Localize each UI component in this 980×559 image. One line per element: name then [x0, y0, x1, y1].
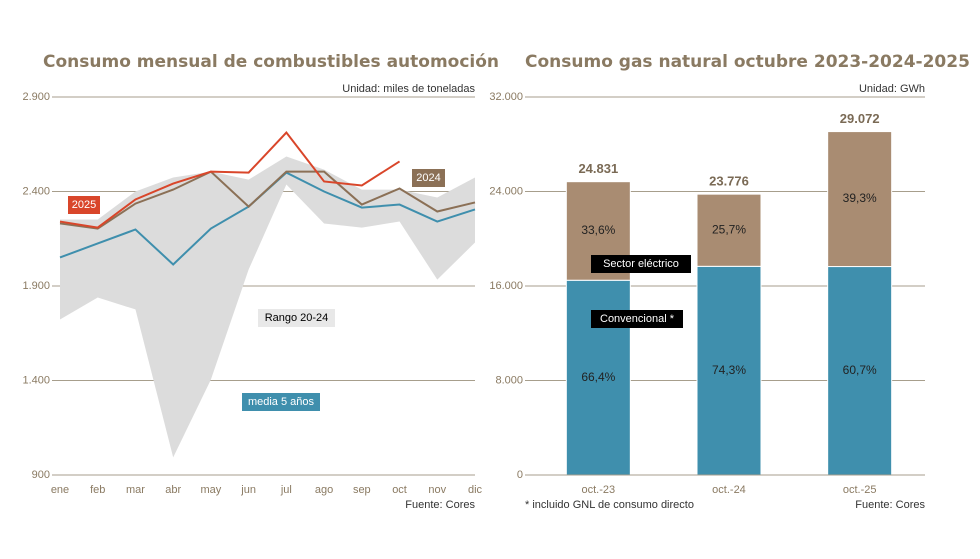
bar-segment: [696, 265, 762, 476]
y-tick-label: 0: [517, 469, 523, 481]
x-tick-label: oct.-24: [712, 484, 746, 496]
y-tick-label: 900: [32, 469, 50, 481]
label-box: [258, 309, 335, 327]
x-tick-label: mar: [126, 484, 145, 496]
line: [59, 170, 476, 230]
total-label: 24.831: [578, 161, 618, 176]
x-tick-label: abr: [165, 484, 181, 496]
label-box: [242, 393, 320, 411]
chart-title: Consumo mensual de combustibles automoci…: [43, 52, 499, 72]
y-tick-label: 2.400: [22, 185, 50, 197]
y-tick-label: 1.900: [22, 280, 50, 292]
series-label: 2025: [72, 199, 96, 211]
share-label: 74,3%: [712, 363, 746, 377]
x-tick-label: oct.-23: [582, 484, 616, 496]
y-tick-label: 24.000: [489, 185, 523, 197]
x-tick-label: oct: [392, 484, 407, 496]
label-box: [68, 196, 100, 214]
y-tick-label: 32.000: [489, 91, 523, 103]
x-tick-label: sep: [353, 484, 371, 496]
x-tick-label: ene: [51, 484, 69, 496]
y-tick-label: 2.900: [22, 91, 50, 103]
total-label: 29.072: [840, 111, 880, 126]
y-tick-label: 16.000: [489, 280, 523, 292]
x-tick-label: may: [201, 484, 222, 496]
share-label: 33,6%: [581, 223, 615, 237]
unit-label: Unidad: miles de toneladas: [342, 83, 475, 95]
label-box: [591, 310, 683, 328]
series-label: Sector eléctrico: [603, 258, 679, 270]
series-label: media 5 años: [248, 396, 315, 408]
bar-segment: [827, 131, 893, 268]
series-label: Convencional *: [600, 313, 675, 325]
x-tick-label: oct.-25: [843, 484, 877, 496]
y-tick-label: 8.000: [495, 374, 523, 386]
x-tick-label: jun: [240, 484, 256, 496]
unit-label: Unidad: GWh: [859, 83, 925, 95]
share-label: 60,7%: [843, 363, 877, 377]
share-label: 66,4%: [581, 370, 615, 384]
source-label: Fuente: Cores: [855, 499, 925, 511]
x-tick-label: feb: [90, 484, 105, 496]
bar-segment: [696, 193, 762, 267]
line: [59, 130, 401, 229]
label-box: [591, 255, 691, 273]
x-tick-label: jul: [280, 484, 292, 496]
share-label: 39,3%: [843, 191, 877, 205]
share-label: 25,7%: [712, 222, 746, 236]
range-band: [60, 156, 475, 458]
y-tick-label: 1.400: [22, 374, 50, 386]
chart-title: Consumo gas natural octubre 2023-2024-20…: [525, 52, 970, 72]
x-tick-label: nov: [428, 484, 446, 496]
footnote: * incluido GNL de consumo directo: [525, 499, 694, 511]
x-tick-label: dic: [468, 484, 483, 496]
bar-segment: [827, 266, 893, 476]
x-tick-label: ago: [315, 484, 333, 496]
series-label: Rango 20-24: [265, 312, 329, 324]
total-label: 23.776: [709, 174, 749, 189]
series-label: 2024: [416, 172, 440, 184]
label-box: [412, 169, 445, 187]
source-label: Fuente: Cores: [405, 499, 475, 511]
